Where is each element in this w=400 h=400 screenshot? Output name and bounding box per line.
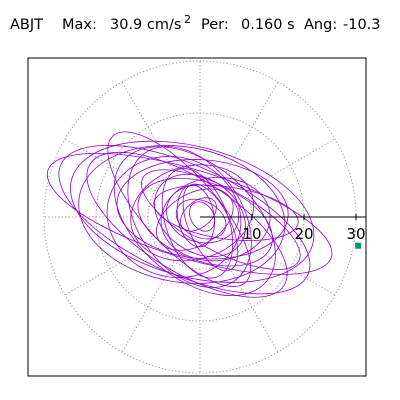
trace-loop — [46, 152, 333, 275]
grid-spoke — [121, 261, 175, 353]
trace-loop — [182, 183, 239, 272]
header: ABJT Max: 30.9 cm/s 2 Per: 0.160 s Ang: … — [0, 0, 400, 50]
max-label: Max: — [62, 17, 97, 33]
peak-marker — [355, 242, 362, 249]
trace-loop — [140, 169, 301, 270]
motion-trace — [46, 131, 333, 298]
grid-spoke — [64, 242, 156, 296]
angle-value: -10.3 — [343, 17, 381, 33]
trace-loop — [175, 198, 227, 240]
radial-ticks: 10 20 30 — [242, 214, 366, 243]
tick-label: 10 — [242, 225, 261, 243]
trace-loop — [113, 146, 276, 296]
grid-spoke — [121, 81, 175, 173]
trace-loop — [130, 164, 255, 262]
trace-loop — [58, 144, 311, 295]
trace-loop — [106, 156, 242, 278]
grid-spoke — [244, 138, 336, 192]
period-value: 0.160 s — [241, 17, 295, 33]
trace-loop — [107, 131, 252, 287]
trace-loop — [154, 173, 246, 257]
trace-loop — [189, 201, 216, 232]
trace-loop — [180, 197, 217, 232]
trace-loop — [78, 145, 286, 284]
grid-spoke — [244, 242, 336, 296]
tick-label: 30 — [346, 225, 365, 243]
grid-spoke — [225, 261, 279, 353]
trace-loop — [160, 176, 271, 262]
trace-loop — [161, 168, 234, 279]
station-code: ABJT — [10, 17, 44, 33]
angle-label: Ang: — [304, 17, 338, 33]
tick-label: 20 — [294, 225, 313, 243]
max-unit-exponent: 2 — [184, 13, 191, 26]
trace-loop — [70, 140, 315, 283]
max-value: 30.9 cm/s — [110, 17, 182, 33]
period-label: Per: — [201, 17, 229, 33]
